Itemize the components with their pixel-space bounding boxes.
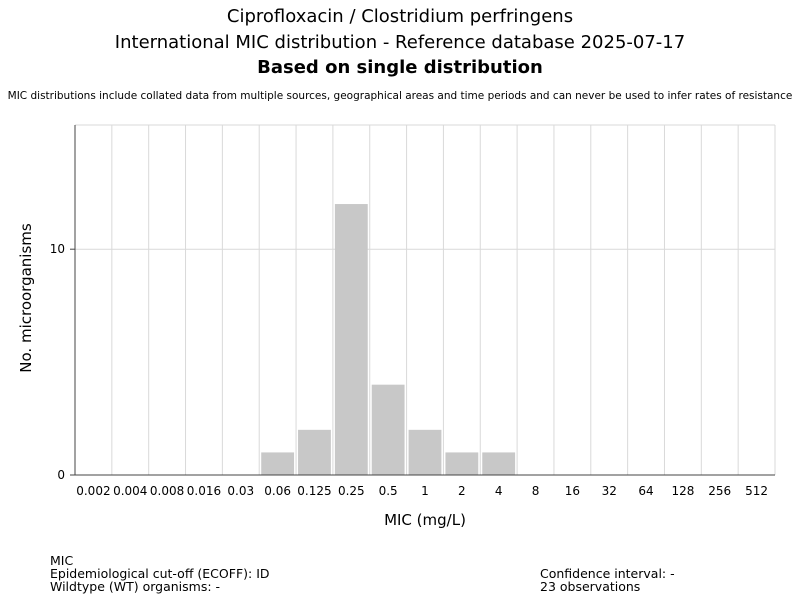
x-tick-label: 0.5 xyxy=(379,484,398,498)
bar-0.25 xyxy=(334,204,368,475)
bar-2 xyxy=(445,452,479,475)
observations-count: 23 observations xyxy=(540,579,641,594)
y-axis-title: No. microorganisms xyxy=(17,223,35,373)
chart-subtitle: International MIC distribution - Referen… xyxy=(114,32,686,53)
ecoff-text: Epidemiological cut-off (ECOFF): ID xyxy=(50,566,270,581)
x-tick-label: 512 xyxy=(745,484,768,498)
x-axis-title: MIC (mg/L) xyxy=(384,511,466,529)
x-tick-label: 0.002 xyxy=(76,484,110,498)
bar-0.06 xyxy=(261,452,295,475)
bar-4 xyxy=(482,452,516,475)
x-tick-label: 0.008 xyxy=(150,484,184,498)
x-tick-label: 8 xyxy=(532,484,540,498)
x-tick-label: 0.016 xyxy=(187,484,221,498)
x-tick-label: 128 xyxy=(671,484,694,498)
y-tick-label: 0 xyxy=(57,468,65,482)
x-tick-label: 256 xyxy=(708,484,731,498)
x-tick-label: 2 xyxy=(458,484,466,498)
footer-left: MIC Epidemiological cut-off (ECOFF): ID … xyxy=(50,554,270,593)
footer-right: Confidence interval: - 23 observations xyxy=(540,567,675,593)
chart-distribution-basis: Based on single distribution xyxy=(257,57,543,78)
bar-0.125 xyxy=(298,429,331,475)
y-tick-label: 10 xyxy=(50,242,65,256)
x-tick-label: 0.004 xyxy=(113,484,147,498)
disclaimer-text: MIC distributions include collated data … xyxy=(7,90,793,102)
x-tick-label: 0.125 xyxy=(297,484,331,498)
x-tick-label: 1 xyxy=(421,484,429,498)
wildtype-text: Wildtype (WT) organisms: - xyxy=(50,579,221,594)
bar-1 xyxy=(408,429,442,475)
x-tick-label: 32 xyxy=(602,484,617,498)
x-tick-label: 16 xyxy=(565,484,580,498)
x-tick-label: 0.25 xyxy=(338,484,365,498)
chart-title: Ciprofloxacin / Clostridium perfringens xyxy=(226,6,574,27)
x-tick-label: 64 xyxy=(638,484,653,498)
mic-label: MIC xyxy=(50,553,74,568)
x-tick-label: 4 xyxy=(495,484,503,498)
x-tick-label: 0.03 xyxy=(227,484,254,498)
confidence-interval-text: Confidence interval: - xyxy=(540,566,675,581)
bar-0.5 xyxy=(371,384,405,475)
x-tick-label: 0.06 xyxy=(264,484,291,498)
